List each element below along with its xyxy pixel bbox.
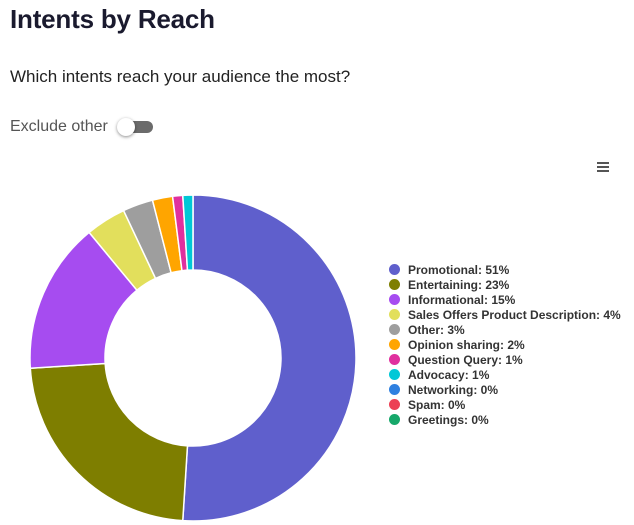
legend-item[interactable]: Greetings: 0%	[389, 412, 621, 427]
legend-marker	[389, 309, 400, 320]
donut-slice-0[interactable]	[181, 194, 357, 522]
legend-label: Spam: 0%	[408, 397, 466, 412]
legend-label: Entertaining: 23%	[408, 277, 510, 292]
legend-label: Informational: 15%	[408, 292, 516, 307]
legend-label: Sales Offers Product Description: 4%	[408, 307, 621, 322]
chart-legend: Promotional: 51% Entertaining: 23% Informa…	[389, 262, 621, 427]
page-subtitle: Which intents reach your audience the mo…	[10, 67, 351, 86]
legend-label: Promotional: 51%	[408, 262, 510, 277]
legend-marker	[389, 399, 400, 410]
legend-item[interactable]: Promotional: 51%	[389, 262, 621, 277]
legend-label: Other: 3%	[408, 322, 465, 337]
toggle-thumb	[116, 118, 135, 136]
legend-marker	[389, 264, 400, 275]
legend-marker	[389, 279, 400, 290]
legend-item[interactable]: Spam: 0%	[389, 397, 621, 412]
legend-item[interactable]: Advocacy: 1%	[389, 367, 621, 382]
page-title: Intents by Reach	[10, 4, 215, 34]
legend-marker	[389, 294, 400, 305]
legend-label: Greetings: 0%	[408, 412, 489, 427]
legend-item[interactable]: Other: 3%	[389, 322, 621, 337]
donut-slice-7[interactable]	[181, 194, 194, 271]
legend-marker	[389, 384, 400, 395]
legend-item[interactable]: Question Query: 1%	[389, 352, 621, 367]
hamburger-menu-icon[interactable]	[594, 158, 612, 176]
exclude-other-control: Exclude other	[10, 117, 153, 137]
legend-marker	[389, 324, 400, 335]
exclude-other-label: Exclude other	[10, 118, 108, 135]
legend-marker	[389, 354, 400, 365]
legend-item[interactable]: Networking: 0%	[389, 382, 621, 397]
legend-marker	[389, 414, 400, 425]
legend-item[interactable]: Informational: 15%	[389, 292, 621, 307]
legend-label: Networking: 0%	[408, 382, 499, 397]
legend-item[interactable]: Entertaining: 23%	[389, 277, 621, 292]
donut-slice-1[interactable]	[29, 362, 189, 522]
legend-item[interactable]: Sales Offers Product Description: 4%	[389, 307, 621, 322]
legend-marker	[389, 339, 400, 350]
donut-chart	[29, 194, 357, 522]
legend-item[interactable]: Opinion sharing: 2%	[389, 337, 621, 352]
legend-label: Question Query: 1%	[408, 352, 523, 367]
legend-marker	[389, 369, 400, 380]
legend-label: Advocacy: 1%	[408, 367, 490, 382]
exclude-other-toggle[interactable]	[116, 117, 153, 137]
legend-label: Opinion sharing: 2%	[408, 337, 525, 352]
